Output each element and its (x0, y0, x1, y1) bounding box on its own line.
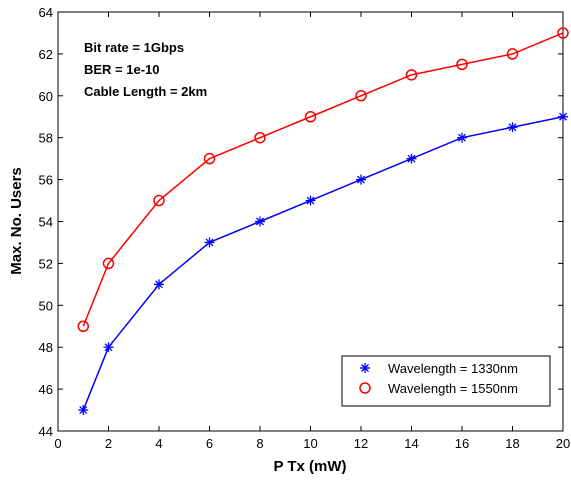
x-tick-label-5: 10 (303, 436, 317, 451)
series-layer (77, 27, 569, 416)
data-point-s1-8 (456, 58, 468, 71)
y-axis-label: Max. No. Users (8, 167, 25, 275)
data-point-s0-10-d2 (559, 112, 567, 121)
y-tick-label-4: 52 (39, 256, 53, 271)
x-tick-label-9: 18 (505, 436, 519, 451)
data-point-s0-6 (356, 174, 366, 185)
data-point-s1-3 (203, 152, 216, 165)
data-point-s0-2-d2 (155, 280, 163, 289)
x-tick-label-6: 12 (354, 436, 368, 451)
data-point-s0-8-d2 (458, 133, 466, 142)
legend: Wavelength = 1330nm Wavelength = 1550nm (341, 355, 551, 407)
legend-symbol-1 (359, 382, 371, 394)
data-point-s0-1-d2 (104, 343, 113, 352)
x-axis-label: P Tx (mW) (273, 458, 346, 475)
data-point-s1-5 (304, 111, 317, 123)
y-tick-label-10: 64 (39, 5, 53, 20)
y-tick-label-0: 44 (39, 424, 53, 439)
x-tick-label-1: 2 (105, 436, 112, 451)
legend-label-1550nm: Wavelength = 1550nm (388, 381, 518, 396)
annotation-cable-length: Cable Length = 2km (84, 84, 207, 99)
data-point-s0-4 (255, 216, 265, 227)
data-point-s0-9-d2 (508, 123, 517, 132)
data-point-s0-3-d2 (205, 238, 214, 247)
data-point-s0-9 (507, 122, 518, 133)
y-tick-label-9: 62 (39, 47, 53, 62)
data-point-s0-1 (103, 342, 114, 353)
data-point-s1-9 (506, 48, 519, 60)
data-point-s0-5 (305, 195, 316, 206)
legend-symbol-0 (360, 363, 370, 373)
data-point-s0-0-d2 (79, 406, 88, 415)
data-point-s1-4 (254, 131, 266, 144)
data-point-s0-6-d2 (357, 175, 365, 184)
data-point-s0-7 (406, 153, 417, 164)
data-point-s1-7 (405, 69, 418, 81)
x-tick-label-0: 0 (54, 436, 61, 451)
y-tick-label-5: 54 (39, 215, 53, 230)
legend-marker-1330nm (360, 363, 370, 373)
data-point-s0-4-d2 (256, 217, 264, 226)
legend-symbol-0-d2 (361, 364, 369, 372)
y-tick-label-3: 50 (39, 298, 53, 313)
annotation-ber: BER = 1e-10 (84, 62, 160, 77)
data-point-s0-7-d2 (407, 154, 416, 163)
legend-label-1330nm: Wavelength = 1330nm (388, 361, 518, 376)
data-point-s0-2 (154, 279, 164, 290)
y-tick-label-1: 46 (39, 382, 53, 397)
annotation-block: Bit rate = 1Gbps BER = 1e-10 Cable Lengt… (84, 40, 207, 99)
y-tick-label-8: 60 (39, 89, 53, 104)
data-point-s0-5-d2 (306, 196, 315, 205)
x-tick-label-3: 6 (206, 436, 213, 451)
y-tick-label-2: 48 (39, 340, 53, 355)
annotation-bit-rate: Bit rate = 1Gbps (84, 40, 184, 55)
data-point-s1-10 (557, 27, 569, 39)
data-point-s0-10 (558, 111, 568, 122)
legend-box (341, 355, 551, 407)
x-tick-label-2: 4 (155, 436, 162, 451)
x-tick-label-7: 14 (404, 436, 418, 451)
data-point-s1-6 (355, 90, 367, 102)
x-tick-label-10: 20 (556, 436, 570, 451)
data-point-s0-0 (78, 405, 89, 416)
legend-marker-1550nm (359, 382, 371, 394)
x-tick-label-4: 8 (256, 436, 263, 451)
y-tick-label-6: 56 (39, 173, 53, 188)
y-tick-label-7: 58 (39, 131, 53, 146)
x-tick-label-8: 16 (455, 436, 469, 451)
data-point-s1-0 (77, 320, 89, 332)
data-point-s1-1 (102, 257, 115, 270)
data-point-s1-2 (153, 194, 165, 207)
data-point-s0-3 (204, 237, 215, 248)
data-point-s0-8 (457, 132, 467, 143)
series-line-1 (82, 32, 564, 327)
